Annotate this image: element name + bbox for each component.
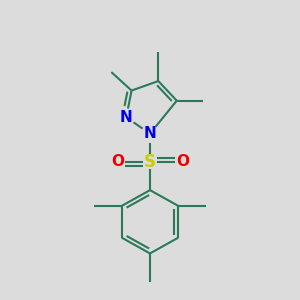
Text: N: N: [144, 126, 156, 141]
Text: S: S: [144, 153, 156, 171]
Text: O: O: [176, 154, 189, 169]
Text: O: O: [111, 154, 124, 169]
Text: N: N: [120, 110, 133, 125]
